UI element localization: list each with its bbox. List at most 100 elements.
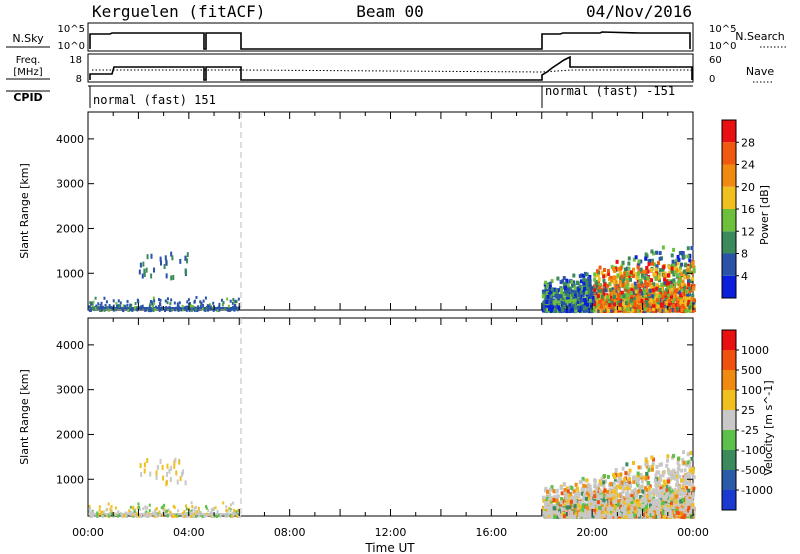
data-cell	[684, 300, 688, 305]
data-cell	[554, 294, 558, 299]
data-cell	[220, 298, 223, 302]
data-cell	[612, 279, 616, 284]
data-cell	[651, 251, 655, 256]
data-cell	[625, 491, 629, 496]
data-cell	[186, 252, 189, 258]
data-cell	[576, 305, 580, 310]
data-cell	[685, 476, 689, 481]
data-cell	[177, 509, 180, 513]
data-cell	[196, 510, 199, 514]
data-cell	[107, 514, 110, 518]
data-cell	[660, 308, 664, 313]
data-cell	[614, 308, 618, 313]
data-cell	[683, 275, 687, 280]
data-cell	[586, 514, 590, 519]
data-cell	[614, 468, 618, 473]
data-cell	[631, 301, 635, 306]
data-cell	[639, 259, 643, 264]
data-cell	[681, 483, 685, 488]
data-cell	[604, 479, 608, 484]
data-cell	[149, 303, 152, 307]
data-cell	[169, 302, 172, 306]
nsearch-tick-top: 10^5	[709, 24, 736, 35]
data-cell	[602, 274, 606, 279]
data-cell	[683, 481, 687, 486]
data-cell	[661, 245, 665, 250]
data-cell	[626, 299, 630, 304]
data-cell	[625, 486, 629, 491]
data-cell	[686, 263, 690, 268]
data-cell	[651, 288, 655, 293]
data-cell	[670, 290, 674, 295]
data-cell	[133, 509, 136, 513]
data-cell	[614, 495, 618, 500]
data-cell	[549, 495, 553, 500]
data-cell	[688, 492, 692, 497]
data-cell	[648, 308, 652, 313]
data-cell	[616, 287, 620, 292]
data-cell	[639, 288, 643, 293]
data-cell	[568, 505, 572, 510]
data-cell	[636, 480, 640, 485]
data-cell	[669, 295, 673, 300]
data-cell	[175, 470, 178, 476]
data-cell	[103, 308, 106, 312]
data-cell	[669, 293, 673, 298]
data-cell	[584, 305, 588, 310]
data-cell	[136, 308, 139, 312]
data-cell	[584, 496, 588, 501]
data-cell	[118, 512, 121, 516]
data-cell	[137, 300, 140, 304]
data-cell	[599, 489, 603, 494]
data-cell	[675, 490, 679, 495]
data-cell	[597, 297, 601, 302]
data-cell	[627, 266, 631, 271]
data-cell	[602, 490, 606, 495]
data-cell	[233, 303, 236, 307]
data-cell	[641, 307, 645, 312]
data-cell	[645, 504, 649, 509]
data-cell	[683, 271, 687, 276]
data-cell	[160, 506, 163, 510]
data-cell	[686, 452, 690, 457]
data-cell	[591, 305, 595, 310]
data-cell	[608, 303, 612, 308]
data-cell	[640, 291, 644, 296]
data-cell	[630, 294, 634, 299]
data-cell	[685, 306, 689, 311]
data-cell	[666, 285, 670, 290]
data-cell	[162, 507, 165, 511]
data-cell	[623, 267, 627, 272]
data-cell	[683, 263, 687, 268]
data-cell	[578, 511, 582, 516]
data-cell	[145, 510, 148, 514]
data-cell	[188, 308, 191, 312]
data-cell	[138, 505, 141, 509]
data-cell	[640, 273, 644, 278]
data-cell	[600, 476, 604, 481]
data-cell	[629, 497, 633, 502]
data-cell	[568, 302, 572, 307]
data-cell	[665, 493, 669, 498]
data-cell	[672, 505, 676, 510]
data-cell	[638, 278, 642, 283]
data-cell	[548, 487, 552, 492]
data-cell	[686, 460, 690, 465]
data-cell	[578, 480, 582, 485]
data-cell	[155, 470, 158, 476]
data-cell	[620, 499, 624, 504]
data-cell	[581, 292, 585, 297]
data-cell	[593, 494, 597, 499]
data-cell	[651, 500, 655, 505]
data-cell	[572, 489, 576, 494]
data-cell	[190, 515, 193, 519]
data-cell	[688, 460, 692, 465]
data-cell	[627, 510, 631, 515]
data-cell	[153, 301, 156, 305]
data-cell	[653, 272, 657, 277]
data-cell	[625, 493, 629, 498]
data-cell	[582, 289, 586, 294]
data-cell	[152, 306, 155, 310]
data-cell	[206, 304, 209, 308]
data-cell	[620, 290, 624, 295]
